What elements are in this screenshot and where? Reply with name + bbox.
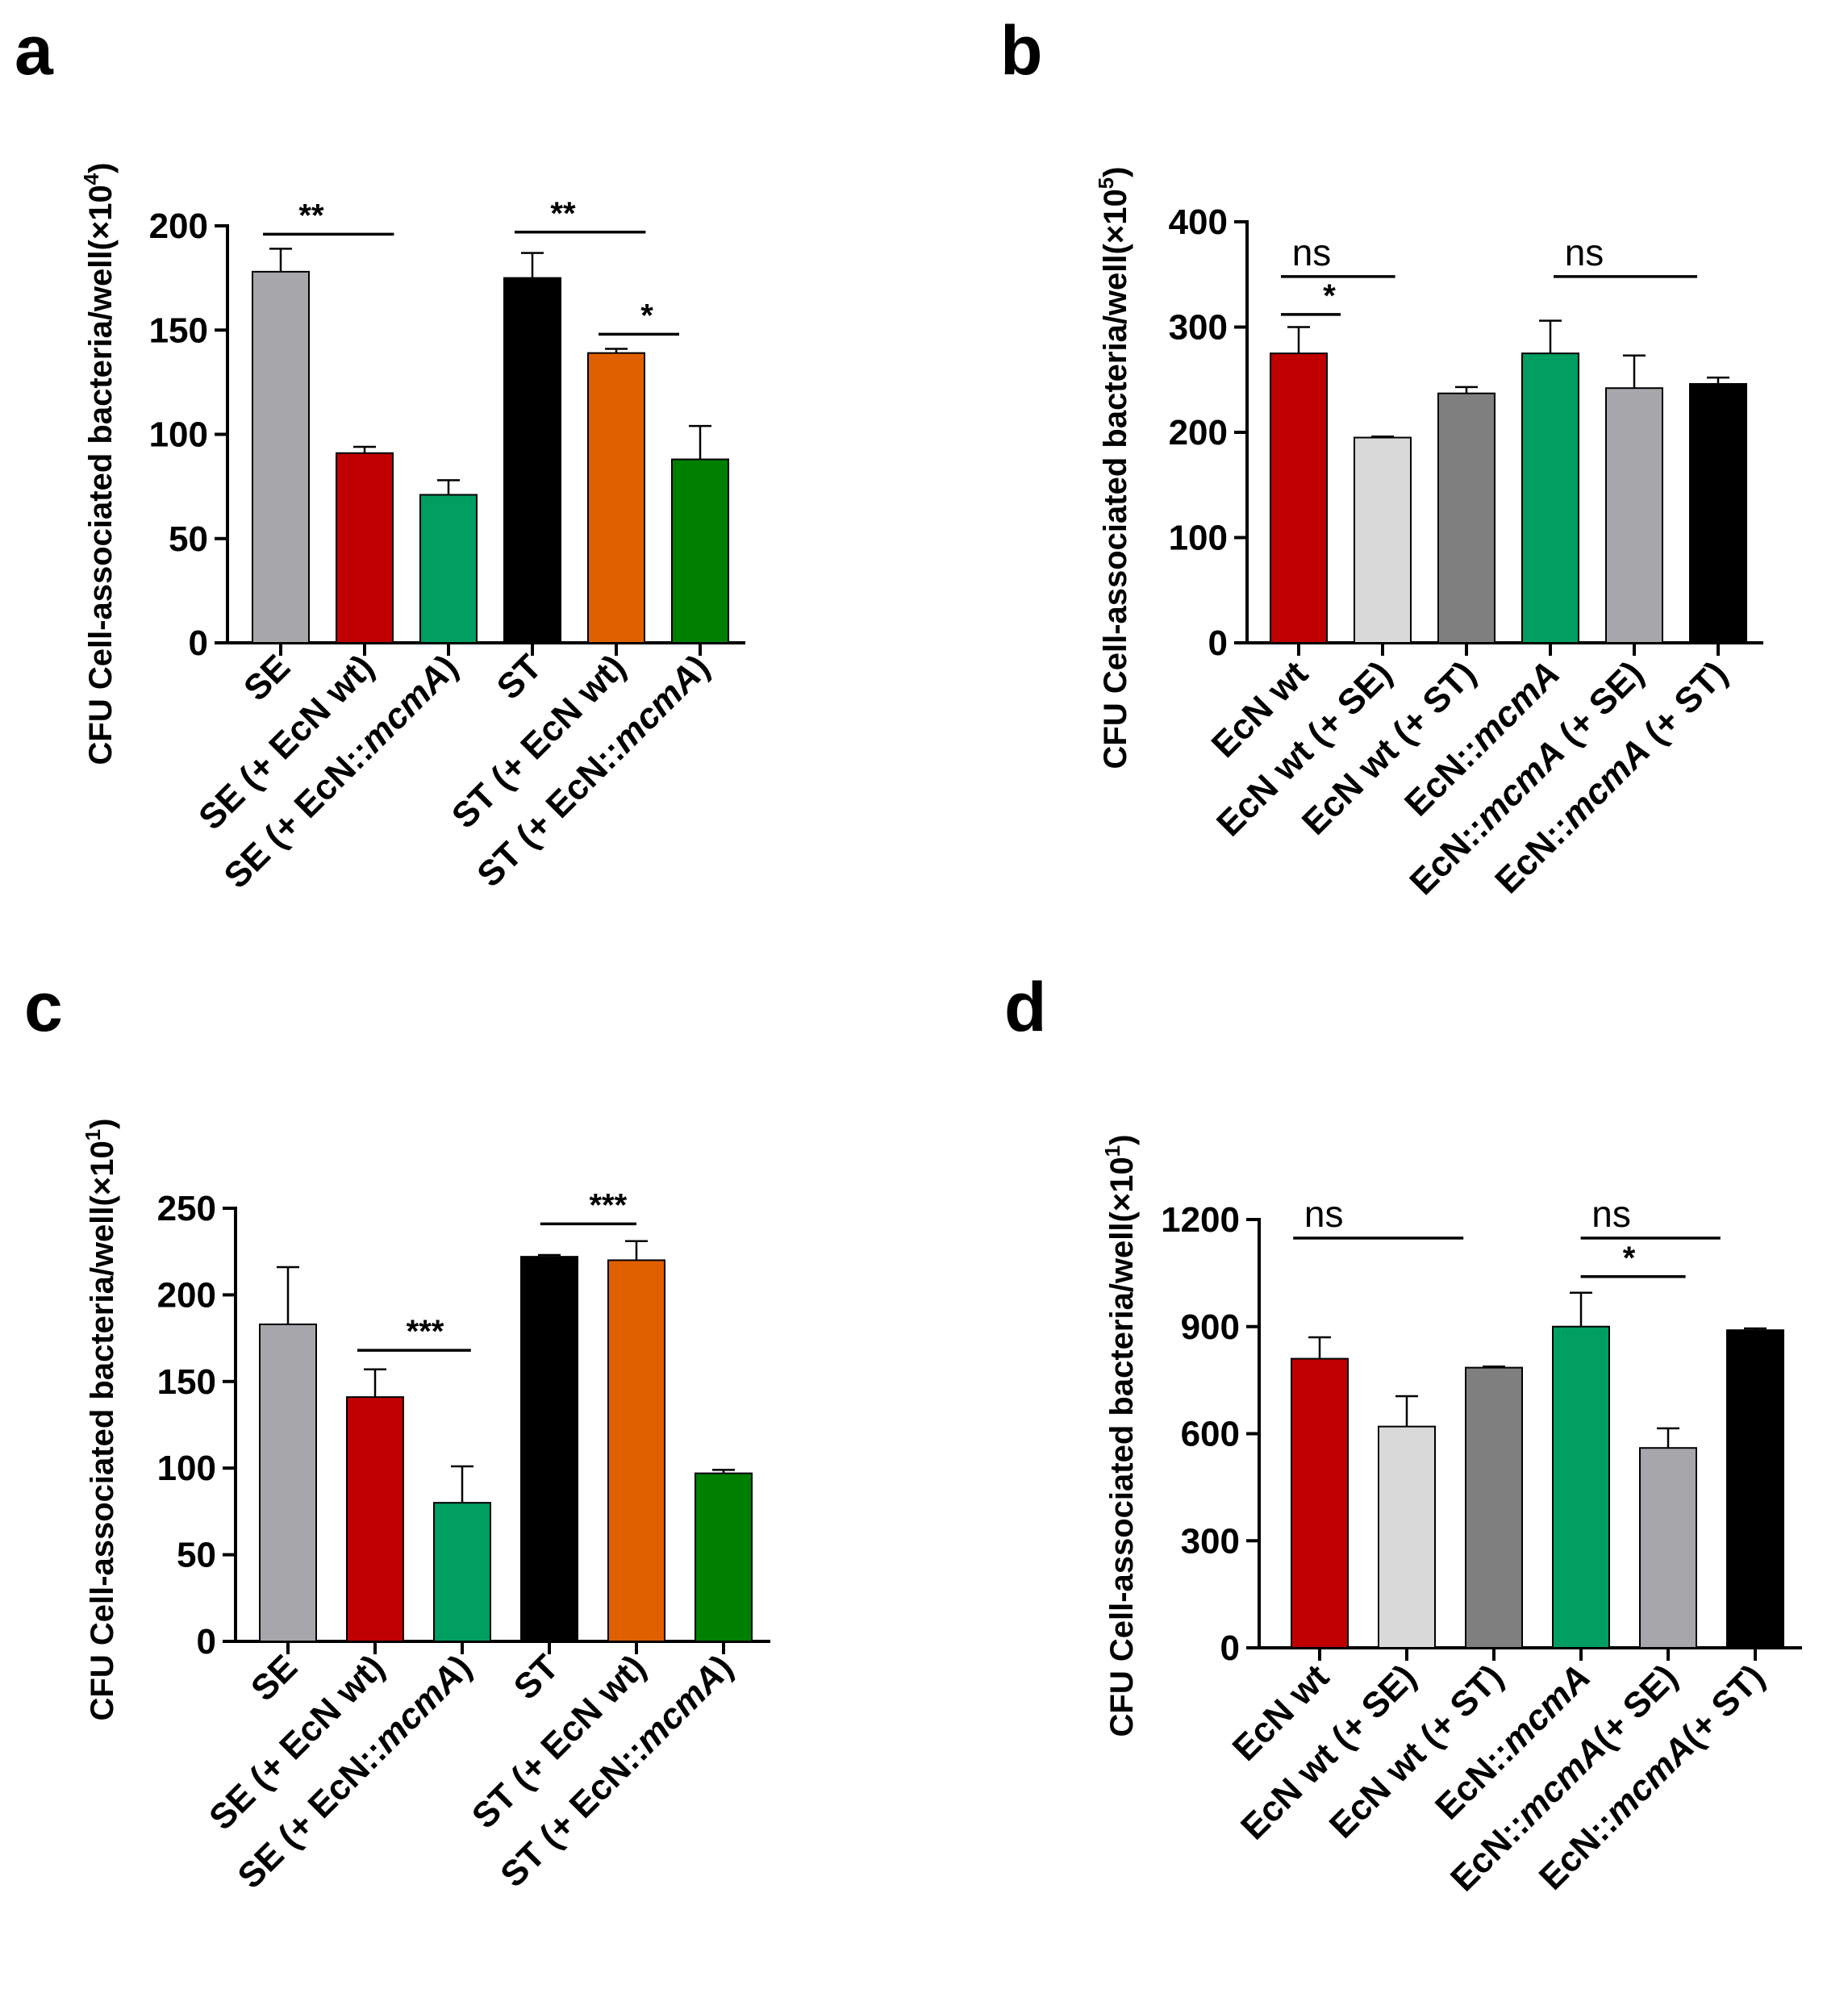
y-axis-label-close: ) — [1098, 167, 1133, 177]
y-tick-label: 150 — [149, 311, 208, 350]
y-tick-label: 250 — [157, 1189, 216, 1228]
bar — [1521, 352, 1579, 644]
y-tick-label: 600 — [1181, 1415, 1240, 1454]
panel-label-a: a — [15, 12, 54, 90]
bar — [503, 277, 561, 644]
y-axis-label-exponent: 5 — [1094, 177, 1118, 189]
y-axis-label-text: CFU Cell-associated bacteria/well(×10 — [1098, 189, 1133, 769]
y-axis-label-exponent: 1 — [81, 1129, 105, 1140]
y-axis-label-exponent: 4 — [79, 173, 103, 185]
y-tick-label: 300 — [1169, 308, 1228, 348]
y-axis-label-text: CFU Cell-associated bacteria/well(×10 — [83, 185, 119, 765]
chart-panel-b: 0 100 200 300 400 CFU Cell-associated bacteri… — [1094, 167, 1763, 903]
y-tick-label: 900 — [1181, 1307, 1240, 1347]
panel-label-d: d — [1004, 969, 1047, 1046]
y-tick-label: 200 — [1169, 413, 1228, 452]
y-tick-label: 50 — [169, 519, 208, 559]
y-tick-label: 200 — [157, 1275, 216, 1315]
y-tick-label: 0 — [197, 1622, 216, 1662]
y-axis-label: CFU Cell-associated bacteria/well(×101) — [1100, 1135, 1140, 1737]
y-tick-label: 0 — [1208, 623, 1228, 663]
significance-label: *** — [407, 1314, 444, 1349]
y-axis-label: CFU Cell-associated bacteria/well(×101) — [81, 1119, 120, 1721]
y-tick-label: 50 — [177, 1536, 216, 1575]
bar — [1270, 352, 1328, 644]
bar — [1552, 1325, 1610, 1649]
y-tick-label: 150 — [157, 1362, 216, 1402]
significance-label: * — [1623, 1241, 1636, 1276]
y-axis-label-text: CFU Cell-associated bacteria/well(×10 — [1104, 1157, 1140, 1737]
y-axis-label: CFU Cell-associated bacteria/well(×104) — [79, 163, 119, 765]
significance-label: *** — [589, 1187, 627, 1223]
bar — [671, 458, 729, 644]
significance-label: ** — [550, 196, 576, 231]
y-tick-label: 0 — [1220, 1628, 1240, 1668]
bar — [1354, 436, 1412, 644]
bar — [1726, 1329, 1784, 1649]
bar — [695, 1472, 753, 1643]
y-axis-label-text: CFU Cell-associated bacteria/well(×10 — [85, 1140, 120, 1720]
bar — [419, 494, 478, 644]
panel-label-c: c — [24, 969, 63, 1046]
y-tick-label: 0 — [189, 623, 208, 663]
y-tick-label: 1200 — [1161, 1200, 1240, 1240]
significance-label: ** — [298, 198, 324, 233]
y-axis-label-close: ) — [1104, 1135, 1140, 1145]
bar — [1639, 1447, 1697, 1649]
y-tick-label: 300 — [1181, 1521, 1240, 1561]
significance-label: ns — [1292, 231, 1332, 273]
significance-label: ns — [1591, 1193, 1631, 1235]
bar — [1378, 1425, 1436, 1649]
significance-label: ns — [1565, 231, 1604, 273]
bar — [520, 1256, 578, 1643]
bar — [259, 1323, 317, 1643]
y-tick-label: 100 — [157, 1449, 216, 1488]
significance-label: ns — [1304, 1193, 1344, 1235]
significance-label: * — [640, 298, 653, 333]
bar — [587, 352, 645, 644]
bar — [1689, 382, 1747, 644]
bar — [1605, 387, 1663, 644]
panel-label-b: b — [1000, 12, 1043, 90]
bar — [1291, 1357, 1349, 1649]
y-axis-label-exponent: 1 — [1100, 1145, 1124, 1157]
bar — [252, 270, 310, 644]
y-tick-label: 200 — [149, 206, 208, 246]
y-tick-label: 100 — [149, 415, 208, 455]
y-tick-label: 100 — [1169, 519, 1228, 558]
y-tick-label: 400 — [1169, 202, 1228, 242]
y-axis-label-close: ) — [83, 163, 119, 173]
bar — [1437, 392, 1496, 644]
bar — [607, 1259, 665, 1642]
significance-label: * — [1323, 278, 1336, 314]
bar — [1465, 1366, 1523, 1649]
bar — [346, 1396, 404, 1642]
y-axis-label: CFU Cell-associated bacteria/well(×105) — [1094, 167, 1133, 769]
bar — [336, 452, 394, 644]
bar — [433, 1502, 491, 1643]
y-axis-label-close: ) — [85, 1119, 120, 1129]
